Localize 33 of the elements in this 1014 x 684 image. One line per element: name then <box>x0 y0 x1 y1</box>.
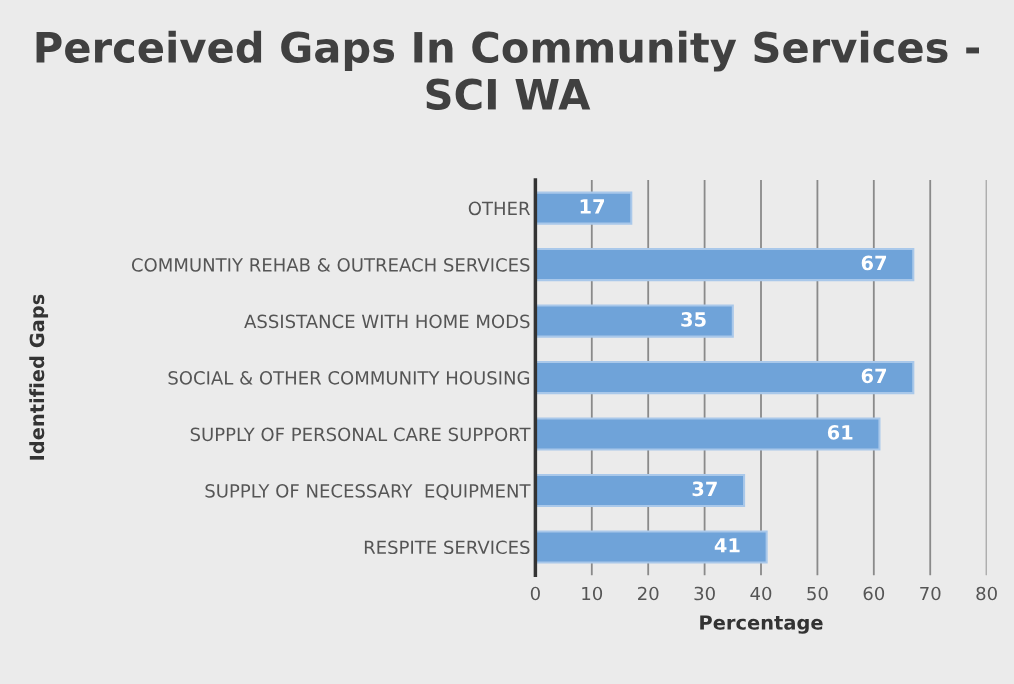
y-axis-title: Identified Gaps <box>29 294 49 460</box>
data-label: 37 <box>692 481 717 497</box>
bar <box>535 530 768 564</box>
x-axis-title: Percentage <box>700 615 823 634</box>
bar <box>535 304 734 338</box>
data-label: 61 <box>827 425 853 440</box>
bar <box>535 361 915 395</box>
x-tick-label: 80 <box>976 586 997 601</box>
x-tick-label: 40 <box>750 586 772 601</box>
bar <box>535 191 633 225</box>
data-label: 67 <box>861 368 887 384</box>
bar <box>535 417 881 451</box>
x-tick-label: 0 <box>530 586 540 601</box>
y-tick-label: SUPPLY OF NECESSARY EQUIPMENT <box>205 483 531 500</box>
x-tick-label: 60 <box>863 586 885 601</box>
y-tick-label: OTHER <box>468 201 531 216</box>
y-tick-label: COMMUNTIY REHAB & OUTREACH SERVICES <box>131 258 530 272</box>
x-tick-label: 20 <box>638 586 659 601</box>
data-label: 35 <box>681 312 706 327</box>
bar <box>535 248 915 282</box>
data-label: 41 <box>714 538 740 553</box>
x-tick-label: 30 <box>694 586 715 601</box>
bar <box>535 473 746 508</box>
chart-title: Perceived Gaps In Community Services - SCI WA <box>36 30 979 111</box>
x-tick-label: 70 <box>920 586 941 601</box>
y-tick-label: SOCIAL & OTHER COMMUNITY HOUSING <box>168 371 530 385</box>
y-tick-label: SUPPLY OF PERSONAL CARE SUPPORT <box>190 427 531 442</box>
y-tick-label: RESPITE SERVICES <box>364 540 530 555</box>
x-tick-label: 50 <box>807 586 828 601</box>
y-tick-label: ASSISTANCE WITH HOME MODS <box>244 314 530 329</box>
x-tick-label: 10 <box>582 586 603 601</box>
data-label: 17 <box>580 199 605 214</box>
data-label: 67 <box>861 255 887 271</box>
